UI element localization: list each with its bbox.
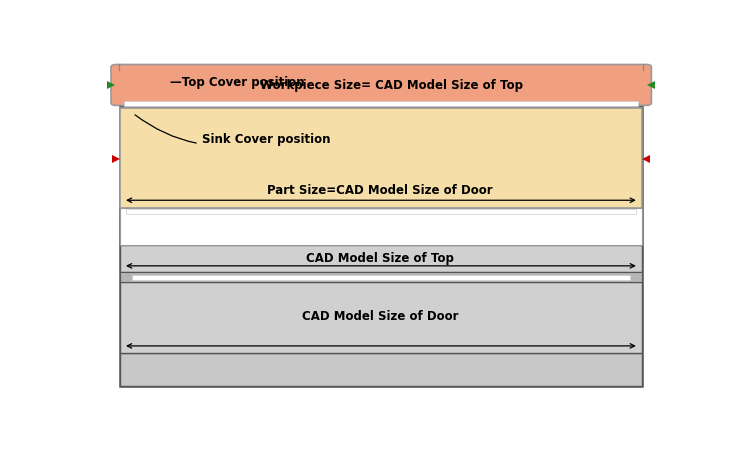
- FancyBboxPatch shape: [111, 65, 651, 105]
- Text: CAD Model Size of Door: CAD Model Size of Door: [302, 310, 458, 323]
- Text: Workpiece Size= CAD Model Size of Top: Workpiece Size= CAD Model Size of Top: [260, 79, 522, 92]
- Bar: [120, 208, 642, 245]
- Bar: [120, 353, 642, 387]
- Bar: [120, 108, 642, 208]
- Bar: [120, 106, 642, 387]
- Bar: [120, 245, 642, 272]
- Text: —Top Cover position: —Top Cover position: [170, 76, 305, 89]
- Bar: [120, 283, 642, 353]
- Bar: [120, 272, 642, 283]
- Text: CAD Model Size of Top: CAD Model Size of Top: [306, 252, 453, 265]
- Bar: [126, 209, 636, 213]
- Bar: [132, 275, 630, 280]
- Text: Part Size=CAD Model Size of Door: Part Size=CAD Model Size of Door: [267, 184, 493, 197]
- Text: Sink Cover position: Sink Cover position: [135, 115, 330, 146]
- Bar: [124, 101, 638, 106]
